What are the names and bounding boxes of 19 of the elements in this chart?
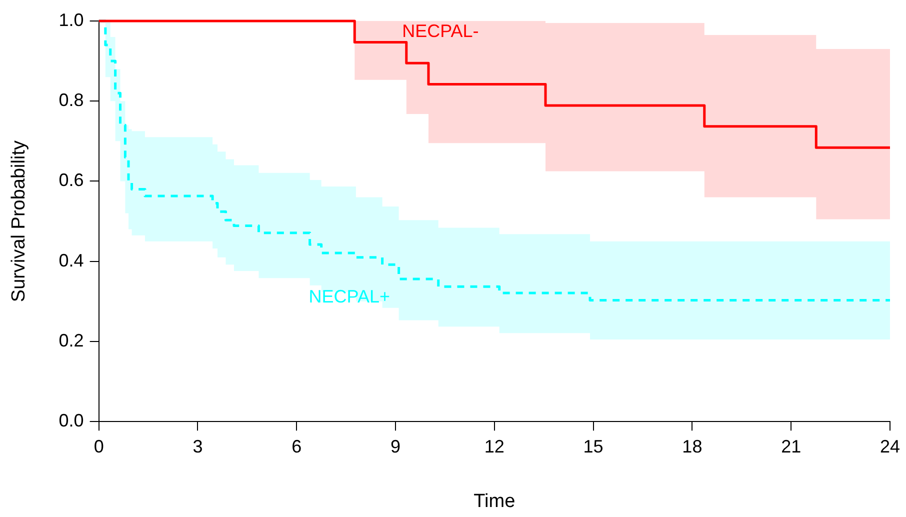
series-label: NECPAL- bbox=[402, 21, 479, 42]
x-tick-label: 15 bbox=[583, 436, 604, 456]
y-tick-label: 0.2 bbox=[58, 330, 84, 350]
x-tick-label: 24 bbox=[880, 436, 900, 456]
y-tick-label: 0.6 bbox=[58, 170, 84, 190]
x-axis-title: Time bbox=[474, 490, 516, 512]
x-tick-label: 21 bbox=[781, 436, 802, 456]
x-tick-label: 18 bbox=[682, 436, 702, 456]
y-tick-label: 1.0 bbox=[58, 10, 84, 30]
y-axis-title: Survival Probability bbox=[8, 140, 30, 302]
x-tick-label: 9 bbox=[390, 436, 401, 456]
y-tick-label: 0.4 bbox=[58, 250, 84, 270]
x-tick-label: 6 bbox=[292, 436, 302, 456]
x-tick-label: 0 bbox=[94, 436, 104, 456]
y-tick-label: 0.0 bbox=[58, 410, 84, 431]
series-label: NECPAL+ bbox=[308, 286, 390, 306]
y-tick-label: 0.8 bbox=[58, 90, 84, 110]
x-tick-label: 12 bbox=[484, 436, 504, 456]
x-tick-label: 3 bbox=[192, 436, 203, 456]
